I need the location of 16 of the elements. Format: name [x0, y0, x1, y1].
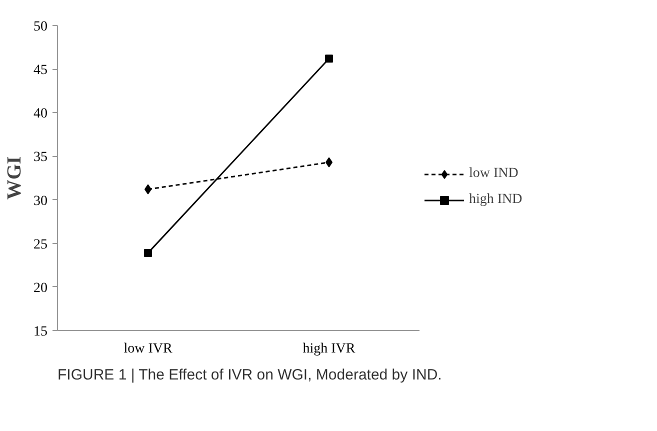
caption: FIGURE 1 | The Effect of IVR on WGI, Moderated by IND.	[58, 366, 442, 384]
y-tick-label: 45	[34, 63, 48, 78]
y-tick-label: 50	[34, 20, 48, 34]
y-tick-label: 25	[34, 237, 48, 252]
y-tick-label: 40	[34, 106, 48, 122]
x-tick-label: low IVR	[124, 342, 173, 356]
y-tick-label: 20	[34, 280, 48, 296]
point	[325, 54, 333, 63]
y-tick-label: 35	[34, 150, 48, 166]
point	[144, 248, 152, 257]
y-axis-title: WGI	[4, 156, 26, 200]
x-tick-label: high IVR	[302, 342, 356, 356]
y-tick-label: 30	[34, 194, 48, 209]
y-tick-label: 15	[34, 324, 48, 340]
legend-label: low IND	[469, 166, 518, 182]
legend-label: high IND	[469, 192, 522, 208]
